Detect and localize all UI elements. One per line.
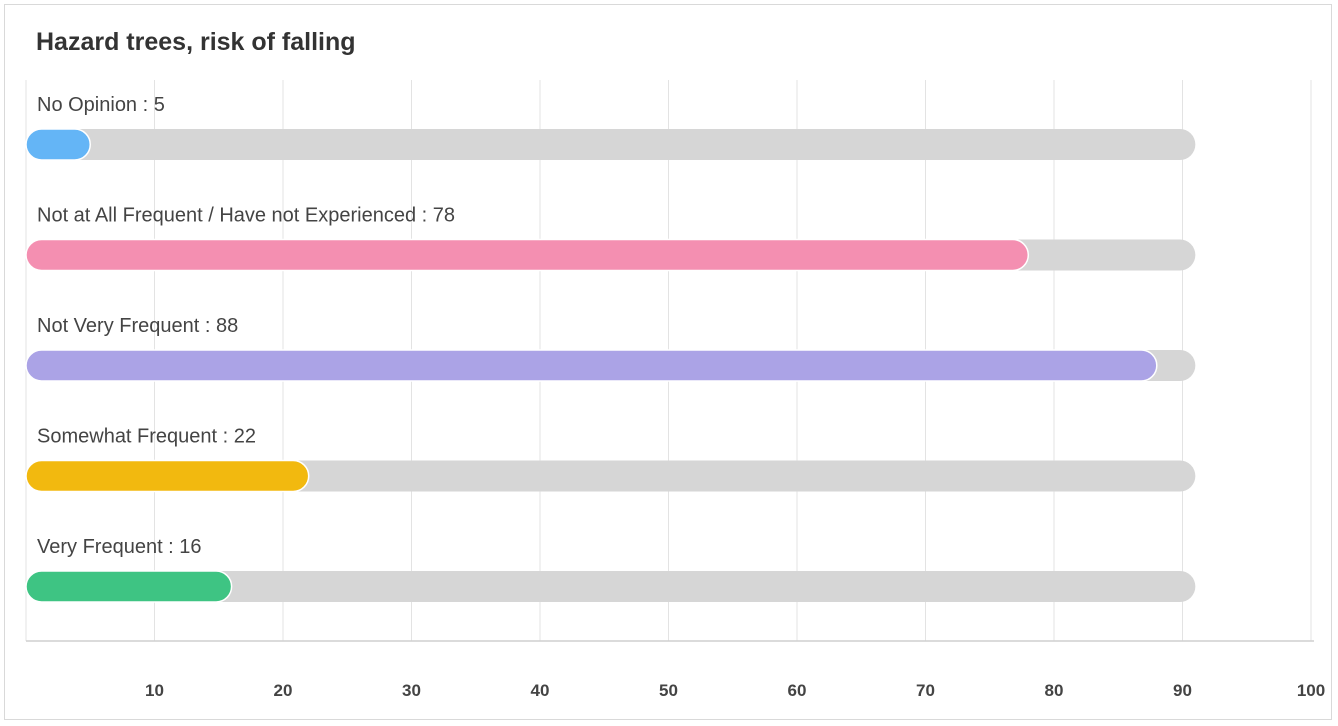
bar[interactable] (25, 349, 1158, 382)
x-tick-label: 40 (531, 681, 550, 700)
chart-title: Hazard trees, risk of falling (36, 28, 356, 56)
bar-label: Not Very Frequent : 88 (37, 315, 238, 337)
x-tick-label: 90 (1173, 681, 1192, 700)
bar[interactable] (25, 238, 1030, 272)
x-tick-label: 50 (659, 681, 678, 700)
bar[interactable] (25, 128, 91, 161)
x-tick-label: 70 (916, 681, 935, 700)
bar-row: Not at All Frequent / Have not Experienc… (25, 205, 1196, 272)
bar-track (26, 571, 1196, 602)
bar-track (26, 460, 1196, 492)
bar-row: Very Frequent : 16 (25, 536, 1196, 603)
bar-row: No Opinion : 5 (25, 94, 1196, 161)
x-tick-label: 60 (788, 681, 807, 700)
x-tick-label: 30 (402, 681, 421, 700)
x-tick-label: 100 (1297, 681, 1325, 700)
x-tick-label: 20 (274, 681, 293, 700)
x-tick-label: 10 (145, 681, 164, 700)
bar[interactable] (25, 459, 310, 493)
bar-row: Somewhat Frequent : 22 (25, 426, 1196, 493)
bar-label: Somewhat Frequent : 22 (37, 426, 256, 448)
bar-label: Very Frequent : 16 (37, 536, 202, 558)
x-tick-label: 80 (1045, 681, 1064, 700)
x-axis-ticks: 10 20 30 40 50 60 70 80 90 100 (145, 681, 1325, 700)
bars: No Opinion : 5 Not at All Frequent / Have… (25, 94, 1196, 603)
bar-row: Not Very Frequent : 88 (25, 315, 1196, 382)
bar[interactable] (25, 570, 233, 603)
bar-track (26, 129, 1196, 160)
bar-label: No Opinion : 5 (37, 94, 165, 116)
bar-label: Not at All Frequent / Have not Experienc… (37, 205, 455, 227)
